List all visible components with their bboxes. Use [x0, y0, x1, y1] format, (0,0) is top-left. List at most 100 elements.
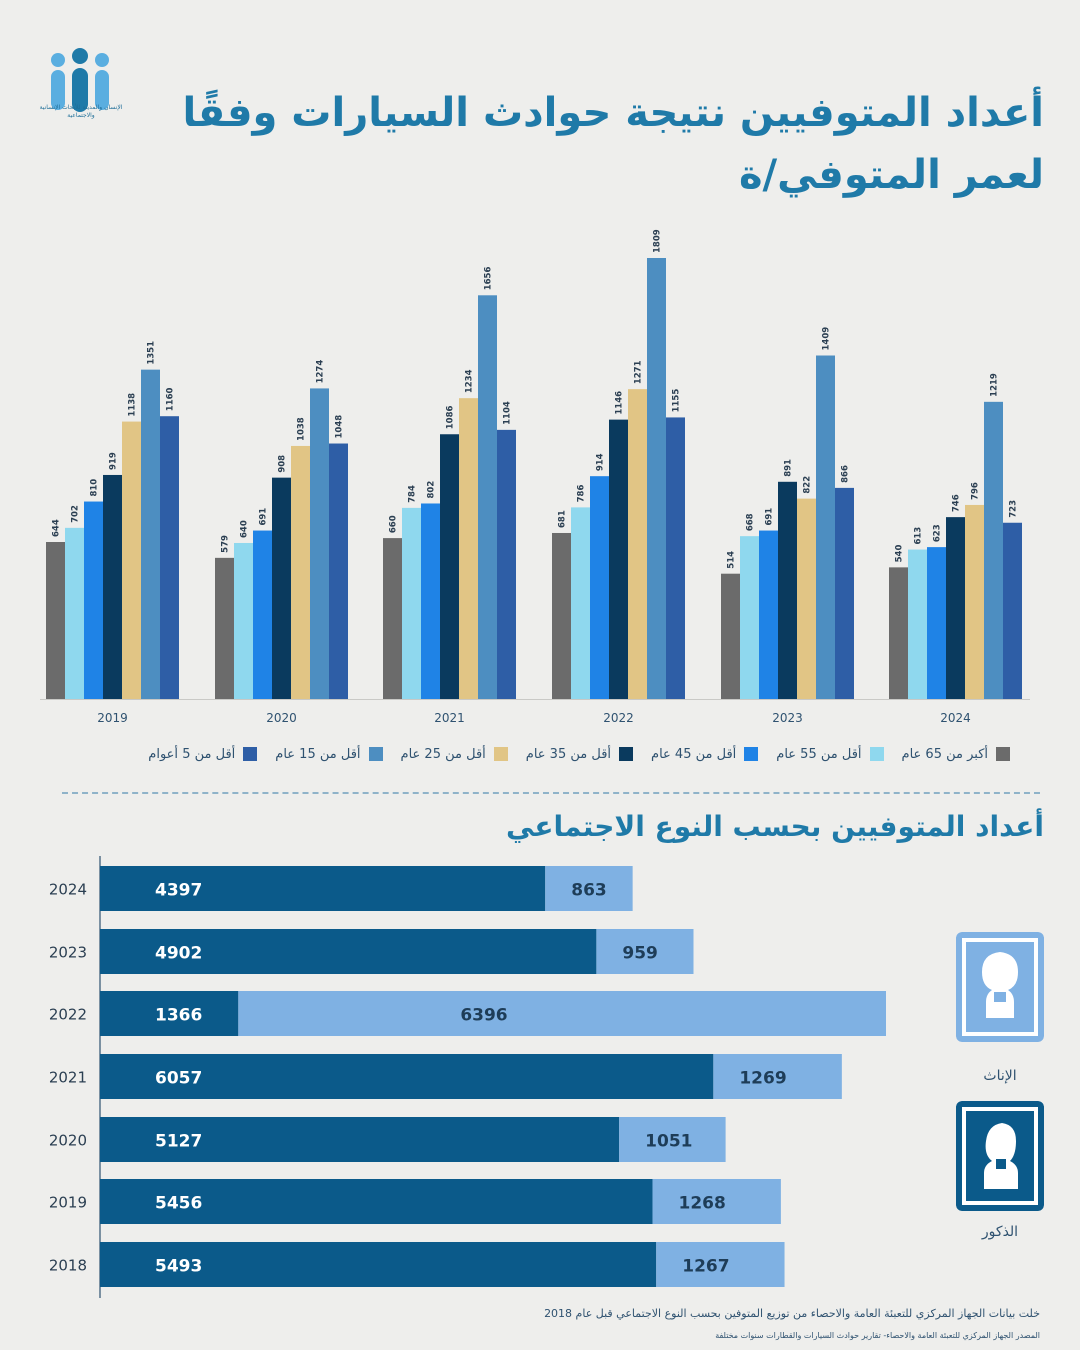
female-icon — [956, 932, 1044, 1042]
female-value-label: 1268 — [678, 1194, 725, 1214]
bar-female — [656, 1242, 785, 1287]
bar — [609, 419, 628, 699]
bar-male — [100, 1054, 714, 1099]
legend-swatch — [744, 747, 759, 761]
legend-label: أقل من 55 عام — [776, 746, 862, 762]
bar-value-label: 1146 — [615, 391, 625, 415]
bar-value-label: 668 — [746, 513, 756, 531]
bar-value-label: 1656 — [484, 267, 494, 291]
x-tick-label: 2024 — [940, 711, 971, 725]
bar — [478, 295, 497, 699]
bar — [141, 369, 160, 699]
bar — [84, 501, 103, 699]
bar-female — [596, 929, 694, 974]
bar-male — [100, 929, 597, 974]
bar-value-label: 723 — [1009, 500, 1019, 518]
bar — [383, 538, 402, 699]
bar-value-label: 613 — [914, 527, 924, 545]
bar-value-label: 660 — [389, 515, 399, 533]
bar — [908, 549, 927, 699]
bar — [402, 507, 421, 699]
bar-female — [652, 1179, 781, 1224]
bar-value-label: 746 — [952, 494, 962, 512]
bar — [816, 355, 835, 699]
bar-value-label: 644 — [52, 519, 62, 537]
legend-swatch — [869, 747, 884, 761]
logo-icon — [51, 48, 109, 112]
bar — [778, 481, 797, 699]
bar — [253, 530, 272, 699]
female-value-label: 863 — [571, 881, 607, 901]
bar-value-label: 1219 — [990, 373, 1000, 397]
bar — [759, 530, 778, 699]
y-tick-label: 2022 — [49, 1006, 87, 1024]
female-value-label: 1267 — [682, 1257, 729, 1277]
bar — [835, 487, 854, 699]
bar — [234, 542, 253, 699]
bar — [421, 503, 440, 699]
bar — [797, 498, 816, 699]
y-tick-label: 2024 — [49, 881, 87, 899]
bar — [122, 421, 141, 699]
male-icon — [956, 1101, 1044, 1211]
bar — [497, 429, 516, 699]
legend-label: أقل من 15 عام — [275, 746, 361, 762]
bar-value-label: 1274 — [316, 360, 326, 384]
legend-item: أقل من 45 عام — [651, 747, 759, 762]
bar-value-label: 1160 — [166, 387, 176, 411]
legend-swatch — [619, 747, 634, 761]
y-tick-label: 2018 — [49, 1257, 87, 1275]
bar — [628, 389, 647, 699]
bar — [552, 532, 571, 699]
legend-label: أقل من 25 عام — [400, 746, 486, 762]
legend-item: أقل من 35 عام — [525, 746, 634, 762]
bar-female — [619, 1117, 726, 1162]
bar-value-label: 784 — [408, 485, 418, 503]
female-value-label: 1051 — [645, 1132, 692, 1152]
bar — [215, 557, 234, 699]
bar — [440, 434, 459, 699]
bar-value-label: 908 — [278, 455, 288, 473]
bar-male — [100, 991, 239, 1036]
logo-text: الإنسان والمدينة للأبحاث الإنسانية والاج… — [39, 104, 123, 119]
bar-value-label: 786 — [577, 485, 587, 503]
male-label: الذكور — [981, 1224, 1019, 1240]
footnote: خلت بيانات الجهاز المركزي للتعبئة العامة… — [544, 1307, 1040, 1320]
bar-value-label: 1138 — [128, 393, 138, 417]
page-title: أعداد المتوفيين نتيجة حوادث السيارات وفق… — [182, 90, 1044, 198]
bar — [310, 388, 329, 699]
legend-swatch — [493, 747, 508, 761]
legend-swatch — [243, 747, 258, 761]
male-value-label: 1366 — [155, 1006, 202, 1026]
bar-value-label: 514 — [727, 551, 737, 569]
bar-male — [100, 1117, 620, 1162]
bar — [927, 547, 946, 699]
legend-item: أقل من 5 أعوام — [148, 747, 258, 762]
bar — [160, 416, 179, 699]
bar — [666, 417, 685, 699]
bar-value-label: 640 — [240, 520, 250, 538]
bar-value-label: 866 — [841, 465, 851, 483]
bar — [459, 398, 478, 699]
bar — [721, 573, 740, 699]
bar-value-label: 1104 — [503, 401, 513, 425]
x-tick-label: 2021 — [434, 711, 465, 725]
bar-value-label: 1409 — [822, 327, 832, 351]
x-tick-label: 2023 — [772, 711, 803, 725]
bar — [571, 507, 590, 699]
legend-label: أقل من 35 عام — [525, 746, 612, 762]
bar-value-label: 914 — [596, 453, 606, 471]
bar-value-label: 891 — [784, 459, 794, 477]
y-tick-label: 2019 — [49, 1194, 87, 1212]
bar-value-label: 822 — [803, 476, 813, 494]
bar-value-label: 540 — [895, 545, 905, 563]
y-tick-label: 2021 — [49, 1069, 87, 1087]
male-value-label: 5127 — [155, 1132, 202, 1152]
female-value-label: 1269 — [739, 1069, 786, 1089]
male-value-label: 5493 — [155, 1257, 202, 1277]
bar — [946, 517, 965, 699]
legend-label: أكبر من 65 عام — [901, 746, 988, 762]
bar — [647, 257, 666, 699]
bar — [291, 445, 310, 699]
y-tick-label: 2020 — [49, 1132, 87, 1150]
